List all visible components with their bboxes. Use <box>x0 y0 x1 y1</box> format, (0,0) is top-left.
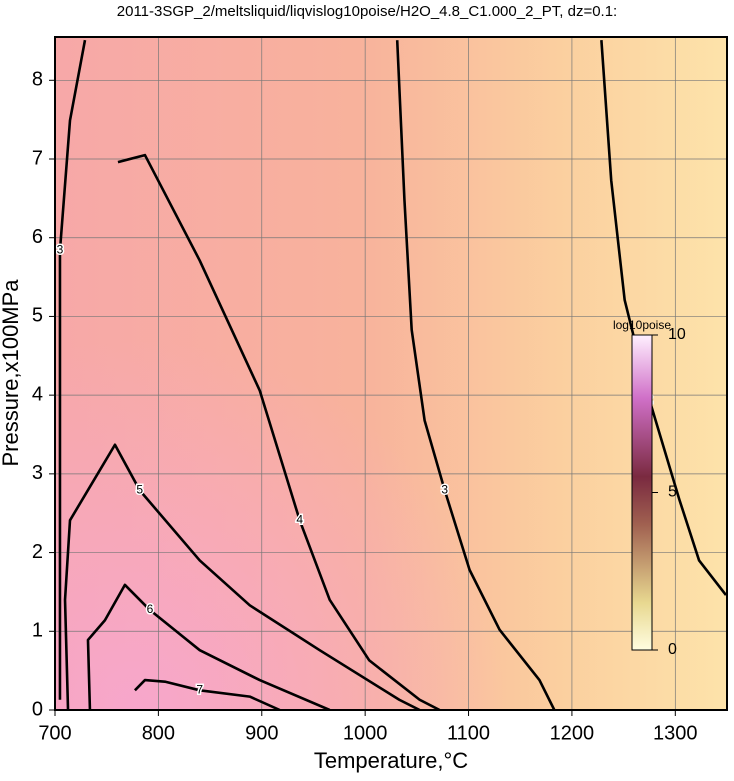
y-tick-label: 6 <box>32 226 43 248</box>
x-tick-label: 1100 <box>447 722 490 744</box>
colorbar-tick-label: 5 <box>668 484 677 501</box>
x-tick-label: 1000 <box>343 722 388 744</box>
grid <box>55 37 727 710</box>
colorbar-tick-label: 10 <box>668 326 686 343</box>
contour-label: 5 <box>136 483 143 497</box>
contour-label: 3 <box>441 483 448 497</box>
y-tick-label: 3 <box>32 462 43 484</box>
contour-line <box>395 40 556 710</box>
x-tick-label: 1200 <box>550 722 595 744</box>
x-tick-label: 700 <box>38 722 71 744</box>
y-axis-label: Pressure,x100MPa <box>0 279 23 467</box>
y-tick-label: 2 <box>32 541 43 563</box>
x-tick-label: 900 <box>245 722 278 744</box>
y-tick-label: 0 <box>32 698 43 720</box>
y-tick-label: 8 <box>32 69 43 91</box>
contour-label: 4 <box>296 512 303 526</box>
contour-label: 6 <box>147 602 154 616</box>
x-tick-label: 800 <box>142 722 175 744</box>
contour-label: 7 <box>196 682 203 696</box>
contour-line <box>117 153 441 710</box>
y-tick-label: 7 <box>32 147 43 169</box>
colorbar <box>631 334 653 651</box>
colorbar-tick-label: 0 <box>668 641 677 658</box>
y-tick-label: 4 <box>32 383 43 405</box>
y-tick-label: 5 <box>32 305 43 327</box>
x-axis-label: Temperature,°C <box>314 748 468 773</box>
contour-line <box>58 39 87 700</box>
contour-line <box>133 678 281 710</box>
x-tick-label: 1300 <box>653 722 698 744</box>
contour-label: 3 <box>57 242 64 256</box>
plot-frame <box>54 36 728 711</box>
chart-title: 2011-3SGP_2/meltsliquid/liqvislog10poise… <box>117 3 617 20</box>
y-tick-label: 1 <box>32 620 43 642</box>
contour-line <box>63 443 421 710</box>
colorbar-label: log10poise <box>613 318 671 332</box>
plot-background-shade <box>55 37 727 710</box>
contour-line <box>86 583 331 710</box>
